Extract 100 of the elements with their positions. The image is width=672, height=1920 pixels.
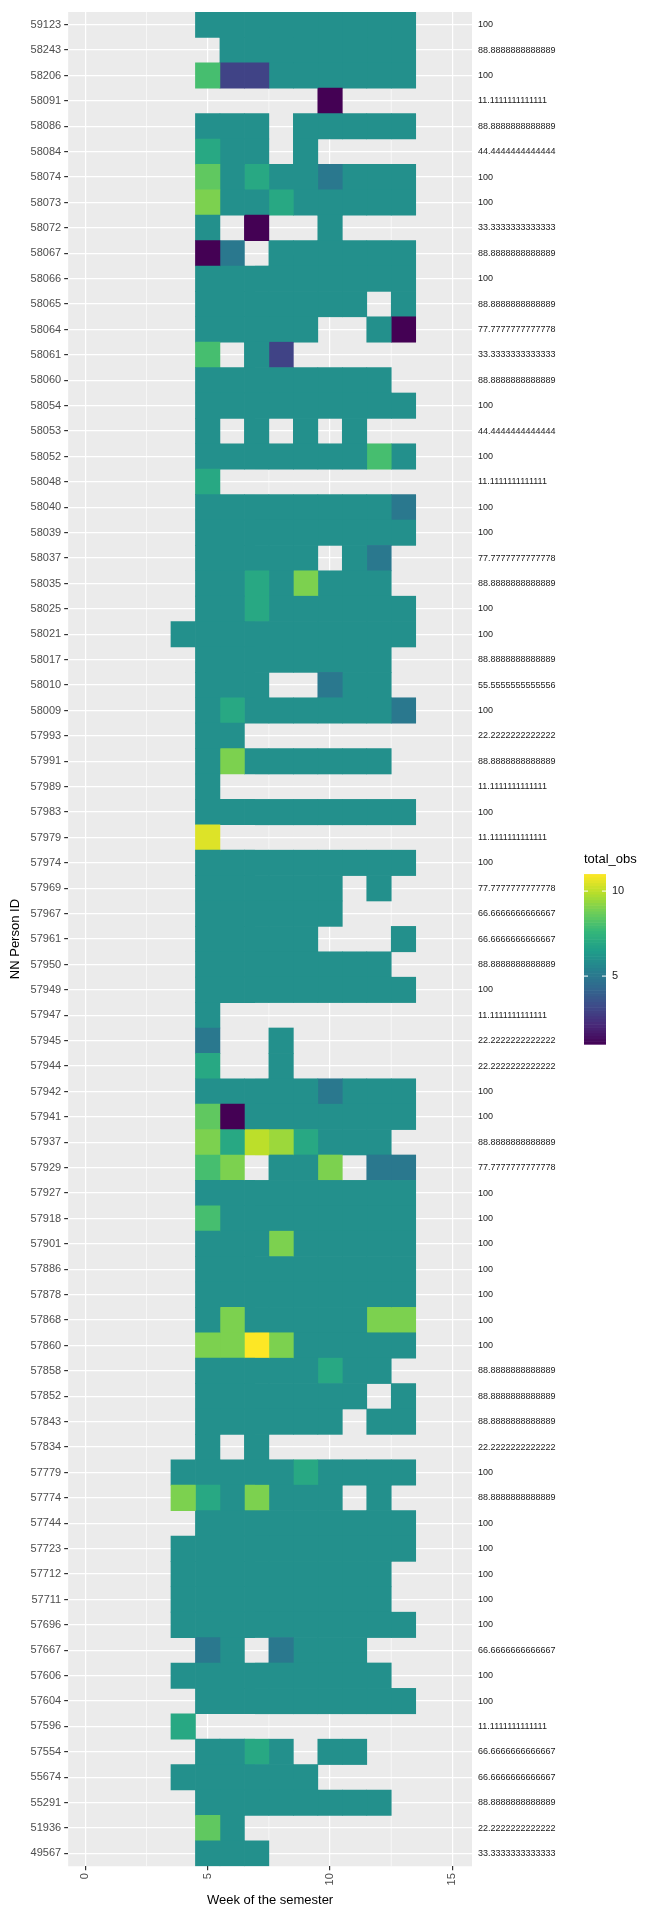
y2-tick-label: 100 [478,1238,494,1249]
y2-tick-label: 22.2222222222222 [478,1441,556,1452]
y2-tick-label: 66.6666666666667 [478,933,556,944]
y-tick-label: 58243 [30,43,62,56]
y2-tick-label: 11.1111111111111 [478,781,547,792]
y-tick-label: 57927 [30,1186,62,1199]
y-tick-label: 57878 [30,1287,62,1300]
y-tick-label: 58017 [30,652,62,665]
y-tick-label: 57969 [30,881,62,894]
y2-tick-label: 100 [478,1466,494,1477]
y2-tick-label: 11.1111111111111 [478,1009,547,1020]
y2-tick-label: 100 [478,857,494,868]
y2-tick-label: 77.7777777777778 [478,882,556,893]
y-tick-label: 57941 [30,1109,62,1122]
y2-tick-label: 88.8888888888889 [478,120,556,131]
y2-tick-label: 100 [478,1568,494,1579]
y-tick-label: 58021 [30,627,62,640]
y2-tick-label: 88.8888888888889 [478,577,556,588]
y2-tick-label: 22.2222222222222 [478,1060,556,1071]
y2-tick-label: 100 [478,400,494,411]
color-bar-label: 5 [612,969,619,982]
y2-tick-label: 66.6666666666667 [478,1771,556,1782]
y-tick-label: 57886 [30,1262,62,1275]
y-tick-label: 58010 [30,678,62,691]
y-tick-label: 57942 [30,1084,62,1097]
x-tick-label: 0 [78,1873,91,1880]
y2-tick-label: 66.6666666666667 [478,908,556,919]
y-tick-label: 58065 [30,297,62,310]
y2-tick-label: 33.3333333333333 [478,222,556,233]
y-tick-label: 57961 [30,932,62,945]
y2-tick-label: 22.2222222222222 [478,1035,556,1046]
y-tick-label: 57945 [30,1033,62,1046]
y2-tick-label: 88.8888888888889 [478,44,556,55]
y-tick-label: 58009 [30,703,62,716]
y2-tick-label: 100 [478,806,494,817]
y2-tick-label: 11.1111111111111 [478,476,547,487]
y-tick-label: 57711 [31,1592,62,1605]
y2-tick-label: 11.1111111111111 [478,831,547,842]
y2-tick-label: 77.7777777777778 [478,1162,556,1173]
y2-tick-label: 100 [478,273,494,284]
y-tick-label: 58067 [30,246,62,259]
y-tick-label: 57918 [30,1211,62,1224]
y-tick-label: 57983 [30,805,62,818]
y2-tick-label: 100 [478,69,494,80]
y2-tick-label: 11.1111111111111 [478,95,547,106]
y2-tick-label: 88.8888888888889 [478,1492,556,1503]
y2-tick-label: 44.4444444444444 [478,146,556,157]
y2-tick-label: 77.7777777777778 [478,323,556,334]
y2-tick-label: 100 [478,1212,494,1223]
y-axis-title: NN Person ID [7,898,23,980]
y-tick-label: 57979 [30,830,62,843]
y2-tick-label: 100 [478,1263,494,1274]
y2-tick-label: 100 [478,1085,494,1096]
y-tick-label: 58061 [30,347,62,360]
y2-tick-label: 100 [478,501,494,512]
y-tick-label: 58072 [30,220,62,233]
x-axis-title: Week of the semester [206,1891,334,1907]
y-tick-label: 57834 [30,1440,62,1453]
y2-tick-label: 77.7777777777778 [478,552,556,563]
x-tick-label: 5 [200,1873,213,1880]
y-tick-label: 55674 [30,1770,62,1783]
y2-tick-label: 100 [478,450,494,461]
y-tick-label: 58206 [30,68,62,81]
y2-tick-label: 88.8888888888889 [478,958,556,969]
y-tick-label: 57606 [30,1668,62,1681]
y-tick-label: 57937 [30,1135,62,1148]
y-tick-label: 57779 [30,1465,62,1478]
y-tick-label: 58052 [30,449,62,462]
y-tick-label: 57967 [30,906,62,919]
y2-tick-label: 100 [478,1543,494,1554]
y-tick-label: 57843 [30,1414,62,1427]
y2-tick-label: 100 [478,1314,494,1325]
y2-tick-label: 88.8888888888889 [478,1136,556,1147]
y2-tick-label: 100 [478,527,494,538]
y-tick-label: 58066 [30,271,62,284]
y-tick-label: 57929 [30,1160,62,1173]
y2-tick-label: 100 [478,1670,494,1681]
y2-tick-label: 88.8888888888889 [478,247,556,258]
y2-tick-label: 100 [478,171,494,182]
y2-tick-label: 100 [478,1695,494,1706]
y-tick-label: 58039 [30,525,62,538]
y2-tick-label: 100 [478,1187,494,1198]
y2-tick-label: 88.8888888888889 [478,654,556,665]
x-tick-label: 15 [445,1873,458,1886]
y-tick-label: 58040 [30,500,62,513]
y2-tick-label: 100 [478,1517,494,1528]
y-tick-label: 58060 [30,373,62,386]
y2-tick-label: 88.8888888888889 [478,1365,556,1376]
y-tick-label: 57712 [30,1567,62,1580]
y-tick-label: 58073 [30,195,62,208]
y-tick-label: 58053 [30,424,62,437]
y2-tick-label: 88.8888888888889 [478,1416,556,1427]
y2-tick-label: 100 [478,1289,494,1300]
y-tick-label: 57989 [30,779,62,792]
y-tick-label: 57554 [30,1744,62,1757]
y-tick-label: 58037 [30,551,62,564]
y2-tick-label: 100 [478,19,494,30]
y2-tick-label: 100 [478,603,494,614]
y2-tick-label: 22.2222222222222 [478,1822,556,1833]
y2-tick-label: 100 [478,1593,494,1604]
